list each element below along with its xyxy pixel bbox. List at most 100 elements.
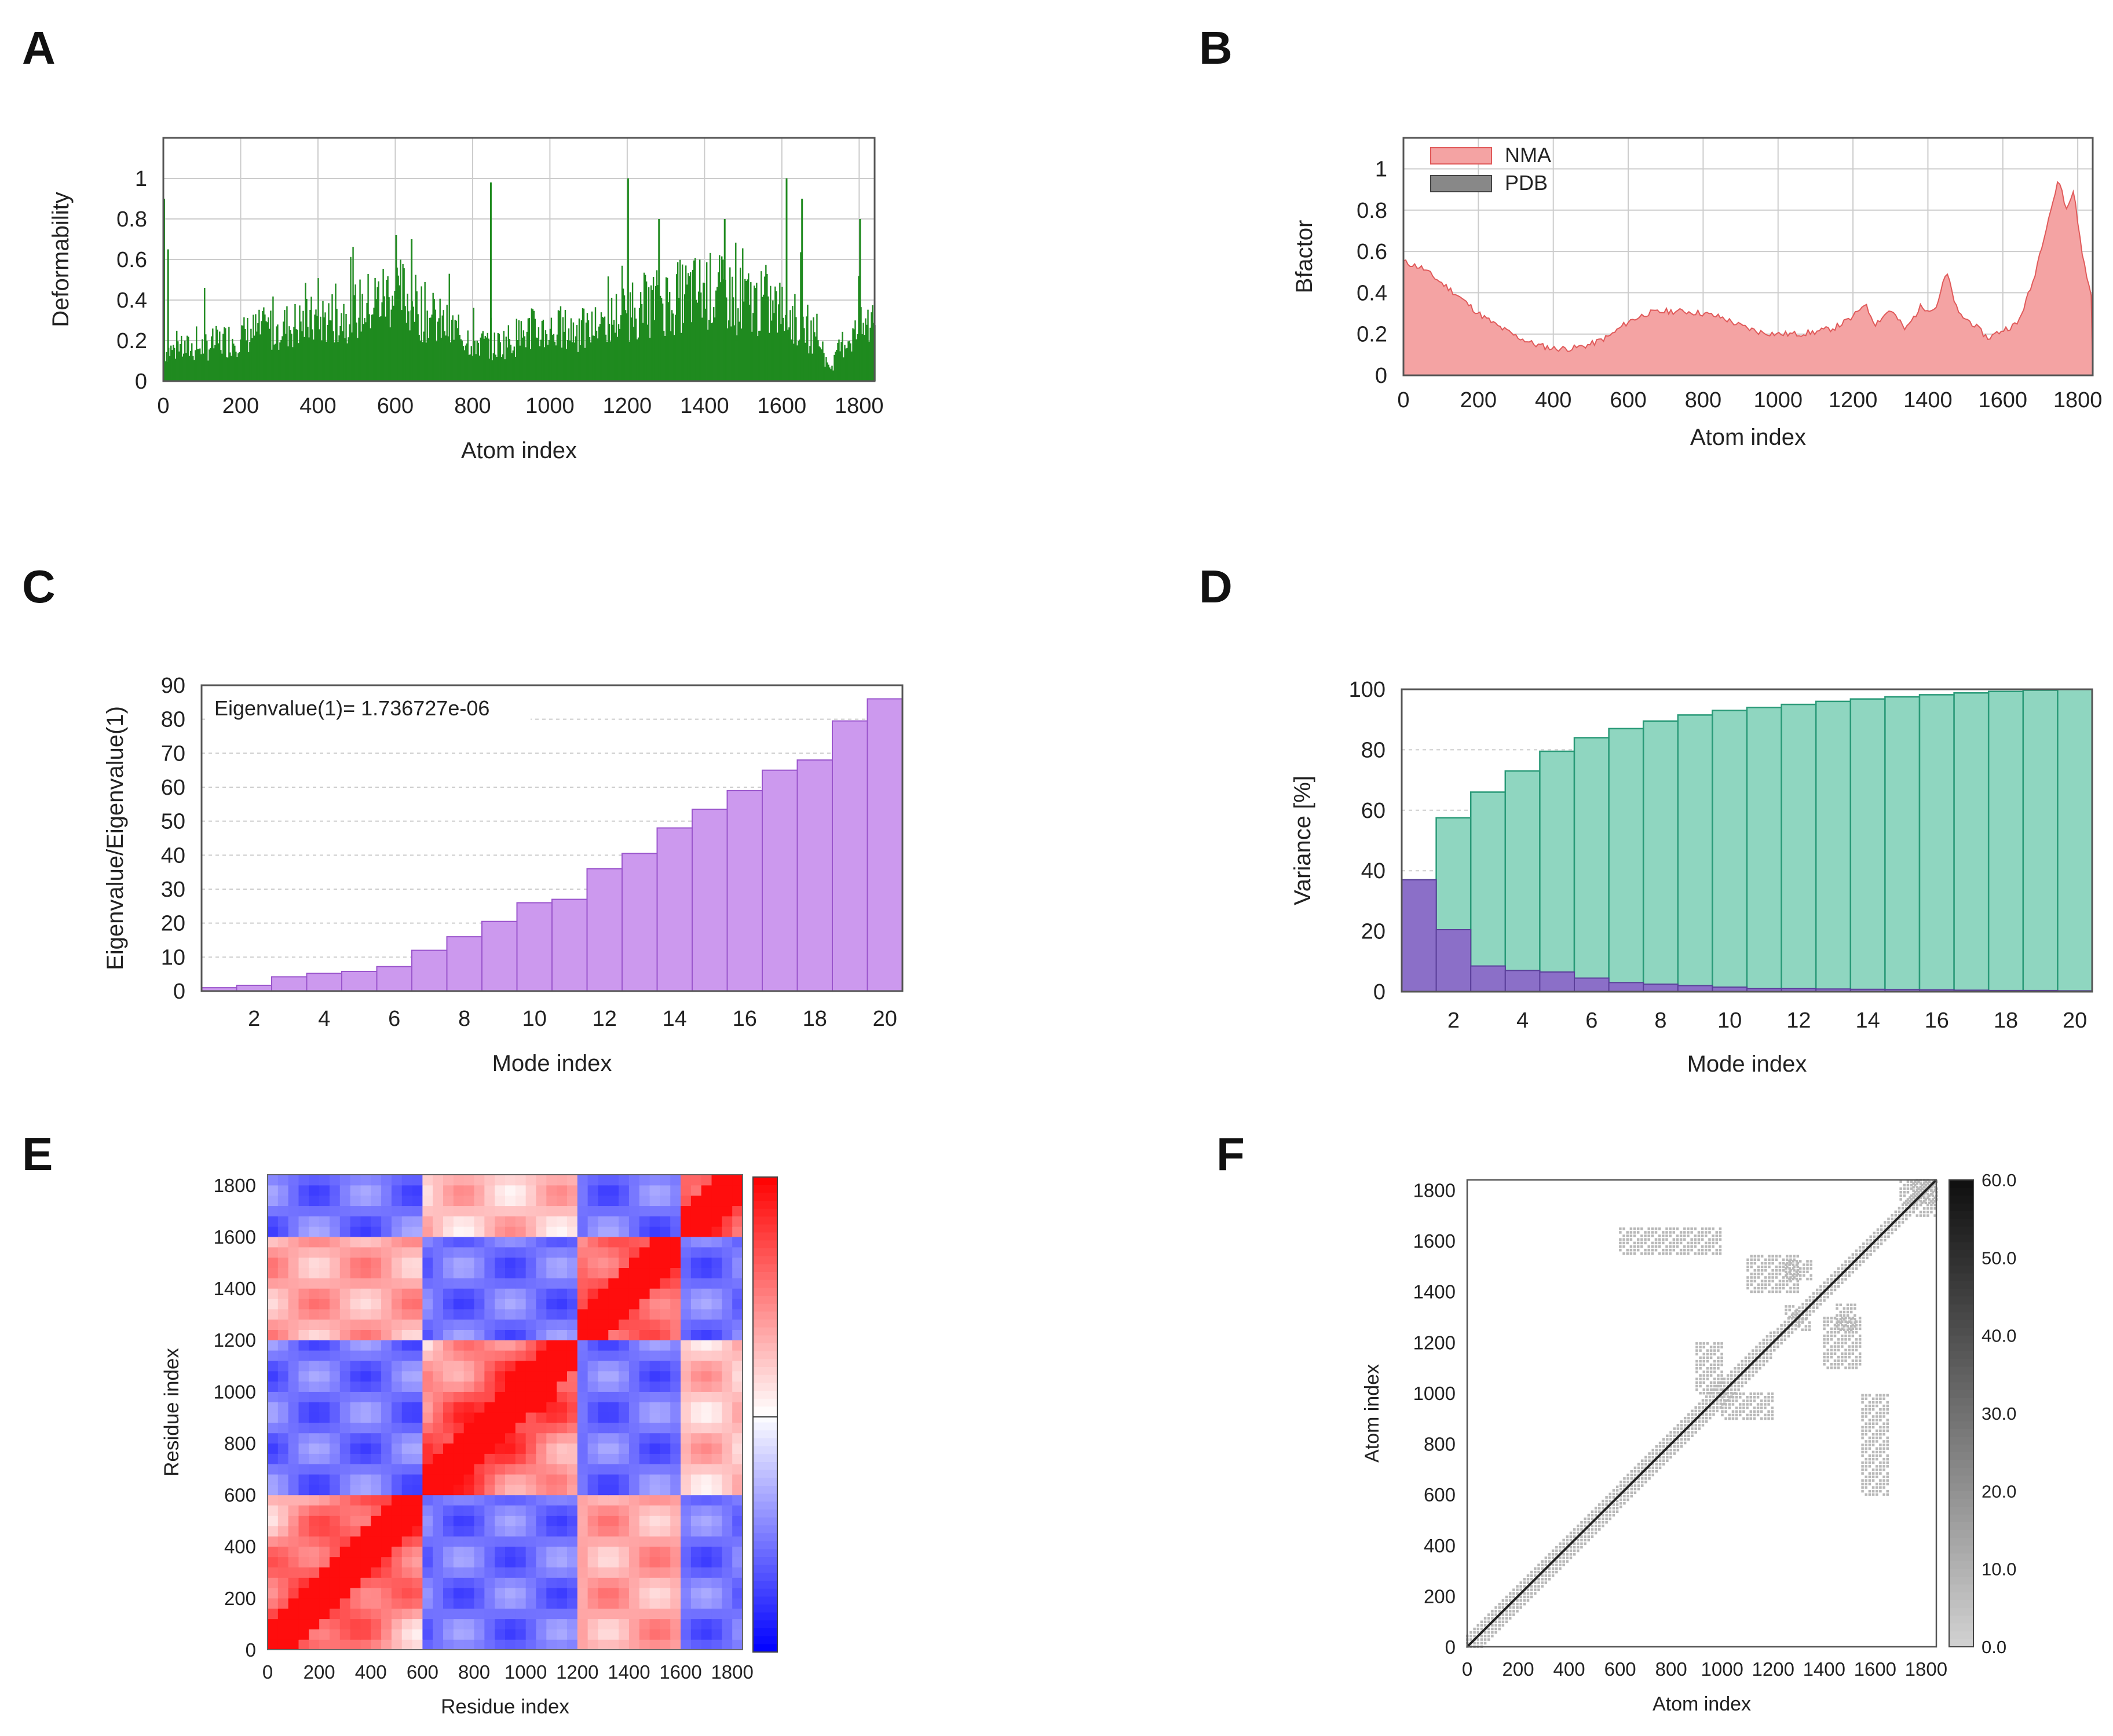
contact-point: [1855, 1320, 1858, 1323]
deformability-bar: [599, 324, 601, 381]
contact-point: [1715, 1231, 1719, 1234]
contact-point: [1544, 1578, 1548, 1581]
deformability-bar: [190, 350, 192, 381]
contact-point: [1875, 1468, 1878, 1471]
contact-point: [1841, 1359, 1844, 1362]
contact-point: [1830, 1320, 1833, 1323]
covariance-cell: [268, 1216, 279, 1227]
contact-point: [1830, 1288, 1833, 1292]
covariance-cell: [309, 1608, 320, 1620]
contact-point: [1861, 1447, 1864, 1450]
covariance-cell: [536, 1319, 547, 1330]
covariance-cell: [495, 1340, 506, 1351]
covariance-cell: [288, 1443, 299, 1454]
contact-point: [1559, 1545, 1562, 1549]
contact-point: [1868, 1443, 1871, 1446]
covariance-cell: [453, 1598, 465, 1609]
covariance-cell: [546, 1443, 557, 1454]
covariance-cell: [505, 1412, 516, 1423]
deformability-bar: [565, 349, 568, 381]
deformability-bar: [744, 279, 746, 381]
covariance-cell: [339, 1608, 351, 1620]
deformability-bar: [446, 305, 448, 381]
contact-point: [1720, 1388, 1723, 1391]
covariance-cell: [587, 1205, 599, 1216]
covariance-cell: [711, 1608, 722, 1620]
contact-point: [1676, 1427, 1680, 1430]
contact-point: [1855, 1348, 1858, 1351]
deformability-bar: [282, 336, 283, 381]
contact-point: [1839, 1321, 1842, 1324]
covariance-cell: [391, 1494, 403, 1506]
covariance-cell: [649, 1422, 660, 1434]
covariance-cell: [298, 1546, 309, 1558]
contact-point: [1868, 1426, 1871, 1429]
contact-point: [1644, 1231, 1647, 1234]
deformability-bar: [320, 316, 321, 381]
colorbar-step: [753, 1177, 777, 1186]
covariance-cell: [433, 1474, 444, 1485]
deformability-bar: [821, 349, 822, 381]
covariance-cell: [298, 1360, 309, 1372]
contact-point: [1905, 1210, 1908, 1214]
covariance-cell: [288, 1464, 299, 1475]
contact-point: [1508, 1606, 1512, 1609]
contact-point: [1730, 1377, 1733, 1380]
colorbar-step: [753, 1375, 777, 1383]
covariance-cell: [484, 1257, 495, 1269]
deformability-bar: [456, 328, 458, 381]
covariance-cell: [608, 1175, 619, 1186]
covariance-cell: [628, 1288, 640, 1299]
covariance-cell: [577, 1309, 588, 1320]
covariance-cell: [463, 1629, 475, 1640]
contact-point: [1633, 1241, 1636, 1245]
contact-point: [1836, 1325, 1838, 1328]
covariance-cell: [619, 1319, 630, 1330]
contact-point: [1894, 1221, 1898, 1224]
contact-point: [1673, 1434, 1676, 1438]
contact-point: [1858, 1342, 1862, 1344]
contact-point: [1886, 1479, 1889, 1482]
contact-point: [1915, 1186, 1919, 1189]
contact-point: [1778, 1283, 1782, 1286]
covariance-cell: [422, 1329, 433, 1340]
deformability-bar: [835, 352, 836, 381]
covariance-cell: [350, 1247, 361, 1258]
covariance-cell: [557, 1257, 568, 1269]
covariance-cell: [505, 1247, 516, 1258]
covariance-cell: [474, 1195, 485, 1207]
covariance-cell: [309, 1474, 320, 1485]
deformability-bar: [204, 287, 206, 381]
contact-point: [1795, 1270, 1798, 1274]
covariance-cell: [701, 1608, 712, 1620]
covariance-cell: [525, 1567, 537, 1578]
x-tick-label: 1200: [603, 394, 652, 418]
covariance-cell: [566, 1216, 578, 1227]
covariance-cell: [443, 1474, 454, 1485]
contact-point: [1851, 1271, 1855, 1274]
contact-point: [1516, 1610, 1519, 1613]
covariance-cell: [690, 1236, 702, 1248]
contact-point: [1717, 1356, 1720, 1359]
covariance-cell: [422, 1319, 433, 1330]
contact-point: [1837, 1348, 1840, 1351]
covariance-cell: [412, 1288, 423, 1299]
covariance-cell: [639, 1536, 650, 1547]
covariance-cell: [329, 1370, 341, 1382]
covariance-cell: [401, 1526, 413, 1537]
contact-point: [1879, 1490, 1882, 1493]
covariance-cell: [360, 1577, 371, 1588]
y-axis-label: Variance [%]: [1290, 776, 1315, 905]
contact-point: [1669, 1245, 1672, 1248]
covariance-cell: [681, 1474, 692, 1485]
contact-point: [1655, 1459, 1658, 1462]
covariance-cell: [412, 1598, 423, 1609]
covariance-cell: [288, 1412, 299, 1423]
covariance-cell: [515, 1536, 527, 1547]
contact-point: [1706, 1342, 1709, 1345]
covariance-cell: [474, 1185, 485, 1196]
covariance-cell: [360, 1567, 371, 1578]
deformability-bar: [471, 356, 473, 381]
contact-point: [1767, 1417, 1770, 1420]
contact-point: [1683, 1434, 1687, 1438]
